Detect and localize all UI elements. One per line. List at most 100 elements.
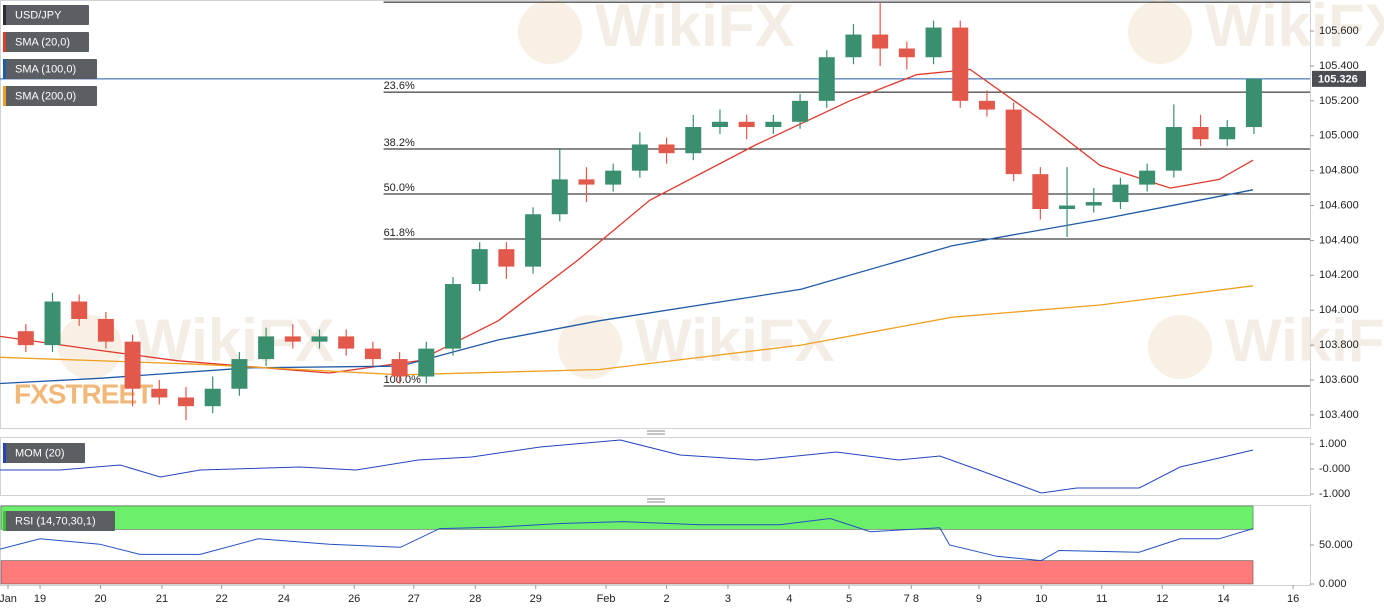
candle-body bbox=[978, 100, 995, 110]
x-tick-label: 22 bbox=[215, 593, 227, 605]
y-tick-label: 104.200 bbox=[1319, 269, 1359, 281]
x-tick-label: 9 bbox=[976, 593, 982, 605]
legend-stripe bbox=[3, 5, 6, 25]
x-tick-label: 19 bbox=[34, 593, 46, 605]
y-tick-label: 105.000 bbox=[1319, 130, 1359, 142]
candle-body bbox=[605, 170, 622, 185]
x-tick-label: 14 bbox=[1218, 593, 1230, 605]
candle-body bbox=[124, 341, 141, 389]
y-tick-label: 104.400 bbox=[1319, 234, 1359, 246]
candle-body bbox=[765, 121, 782, 128]
candle-body bbox=[44, 301, 61, 346]
panel-handle[interactable] bbox=[647, 430, 665, 435]
candle-body bbox=[1032, 174, 1049, 210]
candle-body bbox=[551, 179, 568, 215]
legend-box bbox=[3, 59, 97, 79]
x-tick-label: 12 bbox=[1156, 593, 1168, 605]
legend-stripe bbox=[3, 32, 6, 52]
x-tick-label: 16 bbox=[1287, 593, 1299, 605]
candle-body bbox=[338, 336, 355, 349]
last-price-label: 105.326 bbox=[1318, 73, 1358, 85]
legend-label: RSI (14,70,30,1) bbox=[15, 515, 96, 527]
candle-body bbox=[1219, 127, 1236, 140]
y-tick-label: 104.600 bbox=[1319, 199, 1359, 211]
x-tick-label: Feb bbox=[597, 593, 616, 605]
y-tick-label: 103.400 bbox=[1319, 409, 1359, 421]
y-tick-label: 0.000 bbox=[1319, 578, 1347, 590]
legend-box bbox=[3, 86, 97, 106]
watermark-logo bbox=[518, 0, 582, 64]
candle-body bbox=[444, 284, 461, 349]
legend-item: SMA (100,0) bbox=[3, 59, 97, 79]
y-tick-label: 105.400 bbox=[1319, 60, 1359, 72]
legend-label: SMA (100,0) bbox=[15, 63, 76, 75]
candle-body bbox=[151, 388, 168, 398]
watermark: WikiFX bbox=[595, 0, 794, 59]
legend-label: USD/JPY bbox=[15, 9, 62, 21]
candle-body bbox=[231, 359, 248, 389]
fib-label: 50.0% bbox=[384, 182, 415, 194]
legend-stripe bbox=[3, 511, 6, 531]
candle-body bbox=[204, 388, 221, 407]
x-tick-label: 11 bbox=[1096, 593, 1107, 605]
x-tick-label: 4 bbox=[786, 593, 792, 605]
candle-body bbox=[1005, 109, 1022, 175]
legend-label: MOM (20) bbox=[15, 447, 65, 459]
legend-box bbox=[3, 32, 89, 52]
legend-item: MOM (20) bbox=[3, 443, 85, 463]
x-tick-label: Jan bbox=[0, 593, 17, 605]
watermark-logo bbox=[1128, 0, 1192, 64]
y-tick-label: 103.600 bbox=[1319, 374, 1359, 386]
panel-handle[interactable] bbox=[647, 498, 665, 503]
candle-body bbox=[658, 144, 675, 154]
y-tick-label: 104.800 bbox=[1319, 165, 1359, 177]
legend-box bbox=[3, 511, 115, 531]
candle-body bbox=[391, 359, 408, 377]
x-tick-label: 7 8 bbox=[904, 593, 919, 605]
indicator-line bbox=[0, 439, 1254, 494]
watermark: WikiFX bbox=[1225, 307, 1384, 374]
candle-body bbox=[1112, 184, 1129, 203]
zone-band bbox=[0, 560, 1254, 585]
candle-body bbox=[71, 301, 88, 319]
candle-body bbox=[818, 57, 835, 101]
candle-body bbox=[1245, 78, 1262, 128]
y-tick-label: 105.200 bbox=[1319, 95, 1359, 107]
x-tick-label: 26 bbox=[348, 593, 360, 605]
candle-body bbox=[284, 336, 301, 342]
x-tick-label: 27 bbox=[408, 593, 420, 605]
legend-item: SMA (200,0) bbox=[3, 86, 97, 106]
watermark: WikiFX bbox=[635, 307, 834, 374]
candle-body bbox=[685, 127, 702, 154]
y-tick-label: -0.000 bbox=[1319, 463, 1350, 475]
x-tick-label: 21 bbox=[156, 593, 168, 605]
candle-body bbox=[738, 121, 755, 128]
sma-line bbox=[0, 189, 1254, 385]
x-tick-label: 24 bbox=[278, 593, 290, 605]
y-tick-label: 104.000 bbox=[1319, 304, 1359, 316]
y-tick-label: 50.000 bbox=[1319, 539, 1353, 551]
candle-body bbox=[1059, 205, 1076, 210]
candle-body bbox=[1139, 170, 1156, 185]
candle-body bbox=[1085, 202, 1102, 206]
candle-body bbox=[925, 27, 942, 58]
indicator-line bbox=[0, 517, 1254, 562]
candle-body bbox=[258, 336, 275, 360]
legend-label: SMA (200,0) bbox=[15, 90, 76, 102]
x-tick-label: 5 bbox=[846, 593, 852, 605]
watermark: WikiFX bbox=[1205, 0, 1384, 59]
candle-body bbox=[525, 214, 542, 267]
candle-body bbox=[1192, 127, 1209, 140]
x-tick-label: 20 bbox=[94, 593, 106, 605]
candle-body bbox=[792, 100, 809, 122]
legend-item: RSI (14,70,30,1) bbox=[3, 511, 115, 531]
legend-box bbox=[3, 443, 85, 463]
x-tick-label: 29 bbox=[530, 593, 542, 605]
fib-label: 61.8% bbox=[384, 227, 415, 239]
legend-item: SMA (20,0) bbox=[3, 32, 89, 52]
main-panel bbox=[0, 0, 1311, 429]
fib-label: 23.6% bbox=[384, 80, 415, 92]
x-tick-label: 2 bbox=[664, 593, 670, 605]
candle-body bbox=[471, 249, 488, 285]
